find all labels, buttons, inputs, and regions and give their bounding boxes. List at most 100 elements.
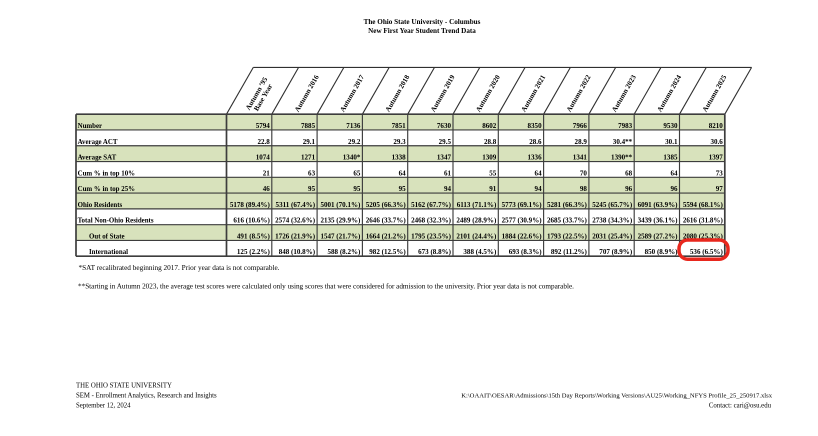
svg-text:73: 73: [716, 169, 724, 177]
svg-text:707 (8.9%): 707 (8.9%): [599, 248, 633, 256]
svg-text:7851: 7851: [392, 122, 407, 130]
svg-text:1397: 1397: [709, 154, 724, 162]
svg-text:2468 (32.3%): 2468 (32.3%): [411, 217, 452, 225]
svg-text:5311 (67.4%): 5311 (67.4%): [276, 201, 316, 209]
svg-text:388 (4.5%): 388 (4.5%): [463, 248, 497, 256]
svg-text:Number: Number: [78, 123, 103, 130]
svg-text:SEM - Enrollment Analytics, Re: SEM - Enrollment Analytics, Research and…: [76, 393, 217, 400]
svg-text:3439 (36.1%): 3439 (36.1%): [638, 217, 679, 225]
svg-text:8602: 8602: [482, 122, 497, 130]
svg-text:Average ACT: Average ACT: [78, 139, 118, 146]
svg-text:21: 21: [263, 169, 271, 177]
svg-text:5205 (66.3%): 5205 (66.3%): [366, 201, 407, 209]
svg-text:536 (6.5%): 536 (6.5%): [690, 248, 724, 256]
svg-text:28.6: 28.6: [529, 138, 542, 146]
svg-text:5178 (89.4%): 5178 (89.4%): [230, 201, 271, 209]
svg-text:2031 (25.4%): 2031 (25.4%): [592, 232, 633, 240]
svg-text:94: 94: [535, 185, 543, 193]
svg-text:Average SAT: Average SAT: [78, 155, 117, 162]
svg-text:98: 98: [580, 185, 588, 193]
svg-text:International: International: [89, 249, 128, 256]
svg-text:30.6: 30.6: [710, 138, 723, 146]
svg-text:1347: 1347: [437, 154, 452, 162]
svg-text:1340*: 1340*: [343, 154, 361, 162]
svg-text:1341: 1341: [573, 154, 588, 162]
svg-text:9530: 9530: [663, 122, 678, 130]
svg-text:892 (11.2%): 892 (11.2%): [551, 248, 588, 256]
svg-text:7885: 7885: [301, 122, 316, 130]
svg-text:7983: 7983: [618, 122, 633, 130]
svg-text:96: 96: [625, 185, 633, 193]
svg-text:95: 95: [353, 185, 361, 193]
svg-text:Cum % in top 25%: Cum % in top 25%: [78, 186, 136, 193]
svg-text:65: 65: [353, 169, 361, 177]
svg-text:2080 (25.3%): 2080 (25.3%): [683, 232, 724, 240]
svg-text:1385: 1385: [663, 154, 678, 162]
svg-text:1884 (22.6%): 1884 (22.6%): [502, 232, 543, 240]
svg-text:2489 (28.9%): 2489 (28.9%): [456, 217, 497, 225]
svg-text:2685 (33.7%): 2685 (33.7%): [547, 217, 588, 225]
svg-text:THE OHIO STATE UNIVERSITY: THE OHIO STATE UNIVERSITY: [76, 382, 172, 389]
svg-text:Contact: cari@osu.edu: Contact: cari@osu.edu: [709, 403, 772, 410]
svg-text:848 (10.8%): 848 (10.8%): [279, 248, 316, 256]
svg-text:1336: 1336: [528, 154, 543, 162]
svg-text:46: 46: [263, 185, 271, 193]
svg-text:6113 (71.1%): 6113 (71.1%): [457, 201, 497, 209]
svg-text:1390**: 1390**: [611, 154, 633, 162]
svg-text:64: 64: [535, 169, 543, 177]
svg-text:29.3: 29.3: [393, 138, 406, 146]
svg-text:491 (8.5%): 491 (8.5%): [237, 232, 271, 240]
svg-text:64: 64: [670, 169, 678, 177]
svg-text:850 (8.9%): 850 (8.9%): [645, 248, 679, 256]
svg-text:5001 (70.1%): 5001 (70.1%): [320, 201, 361, 209]
svg-text:2574 (32.6%): 2574 (32.6%): [275, 217, 316, 225]
svg-text:5162 (67.7%): 5162 (67.7%): [411, 201, 452, 209]
svg-text:616 (10.6%): 616 (10.6%): [233, 217, 270, 225]
svg-text:95: 95: [308, 185, 316, 193]
svg-text:28.9: 28.9: [575, 138, 588, 146]
svg-text:1793 (22.5%): 1793 (22.5%): [547, 232, 588, 240]
svg-text:2135 (29.9%): 2135 (29.9%): [320, 217, 361, 225]
svg-text:1547 (21.7%): 1547 (21.7%): [320, 232, 361, 240]
svg-text:96: 96: [670, 185, 678, 193]
svg-text:2101 (24.4%): 2101 (24.4%): [456, 232, 497, 240]
svg-text:95: 95: [399, 185, 407, 193]
svg-text:2577 (30.9%): 2577 (30.9%): [502, 217, 543, 225]
svg-text:125 (2.2%): 125 (2.2%): [237, 248, 271, 256]
svg-text:64: 64: [399, 169, 407, 177]
svg-text:2589 (27.2%): 2589 (27.2%): [638, 232, 679, 240]
svg-text:5281 (66.3%): 5281 (66.3%): [547, 201, 588, 209]
svg-text:63: 63: [308, 169, 316, 177]
svg-text:**Starting in Autumn 2023, the: **Starting in Autumn 2023, the average t…: [78, 282, 574, 290]
svg-text:1074: 1074: [256, 154, 271, 162]
svg-text:1795 (23.5%): 1795 (23.5%): [411, 232, 452, 240]
svg-text:New First Year Student Trend D: New First Year Student Trend Data: [368, 27, 476, 35]
svg-text:982 (12.5%): 982 (12.5%): [369, 248, 406, 256]
svg-text:1309: 1309: [482, 154, 497, 162]
svg-text:55: 55: [489, 169, 497, 177]
svg-text:5245 (65.7%): 5245 (65.7%): [592, 201, 633, 209]
svg-text:28.8: 28.8: [484, 138, 497, 146]
svg-text:693 (8.3%): 693 (8.3%): [509, 248, 543, 256]
svg-text:29.1: 29.1: [303, 138, 316, 146]
svg-text:1726 (21.9%): 1726 (21.9%): [275, 232, 316, 240]
svg-text:7630: 7630: [437, 122, 452, 130]
svg-text:2738 (34.3%): 2738 (34.3%): [592, 217, 633, 225]
svg-text:1271: 1271: [301, 154, 316, 162]
svg-text:29.5: 29.5: [439, 138, 452, 146]
svg-text:5794: 5794: [256, 122, 271, 130]
svg-text:K:\OAAIT\OESAR\Admissions\15th: K:\OAAIT\OESAR\Admissions\15th Day Repor…: [461, 393, 772, 400]
svg-text:94: 94: [444, 185, 452, 193]
svg-text:22.8: 22.8: [257, 138, 270, 146]
svg-text:The Ohio State University - Co: The Ohio State University - Columbus: [364, 18, 481, 26]
svg-text:7966: 7966: [573, 122, 588, 130]
svg-text:97: 97: [716, 185, 724, 193]
svg-text:8350: 8350: [528, 122, 543, 130]
svg-text:673 (8.8%): 673 (8.8%): [418, 248, 452, 256]
svg-text:30.4**: 30.4**: [613, 138, 633, 146]
svg-text:68: 68: [625, 169, 633, 177]
svg-text:70: 70: [580, 169, 588, 177]
svg-text:5773 (69.1%): 5773 (69.1%): [502, 201, 543, 209]
svg-text:1338: 1338: [392, 154, 407, 162]
svg-text:*SAT recalibrated beginning 20: *SAT recalibrated beginning 2017. Prior …: [79, 264, 280, 272]
